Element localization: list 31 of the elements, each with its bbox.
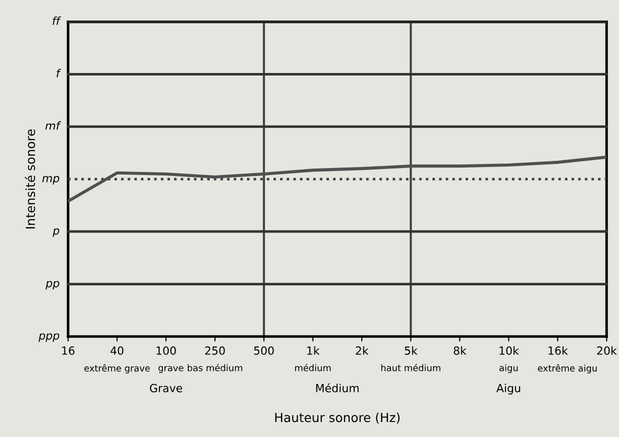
x-tick-label: 16k [548,346,568,355]
x-axis-title: Hauteur sonore (Hz) [275,412,400,424]
text: extrême aigu [538,364,597,374]
text: haut médium [381,364,440,372]
text: grave [158,366,184,374]
x-tick-label: 40 [110,346,124,355]
text: médium [295,364,331,372]
x-tick-label: 16 [62,346,74,355]
x-tick-label: 2k [356,346,369,355]
ref-line-label: f [56,68,62,78]
y-axis-title: Intensité sonore [24,129,36,228]
text: Aigu [496,384,520,394]
x-tick-label: 8k [454,346,466,355]
ref-line-label: mp [42,176,60,185]
x-tick-label: 20k [597,346,617,355]
x-tick-label: 10k [500,346,519,355]
text: Grave [150,384,182,392]
x-tick-label: 5k [404,346,418,355]
text: aigu [500,364,518,374]
x-tick-label: 250 [205,346,225,355]
x-tick-label: 1k [307,346,320,355]
x-tick-label: 100 [156,346,176,355]
text: extrême grave [84,364,150,374]
text: bas médium [188,364,242,372]
ref-line-label: mf [45,121,62,130]
ref-line-label: p [52,228,60,237]
ref-line-label: ff [52,16,62,25]
text: Médium [316,383,359,392]
text: ppp [38,333,60,342]
x-tick-label: 500 [254,346,274,355]
ref-line-label: pp [46,280,60,290]
